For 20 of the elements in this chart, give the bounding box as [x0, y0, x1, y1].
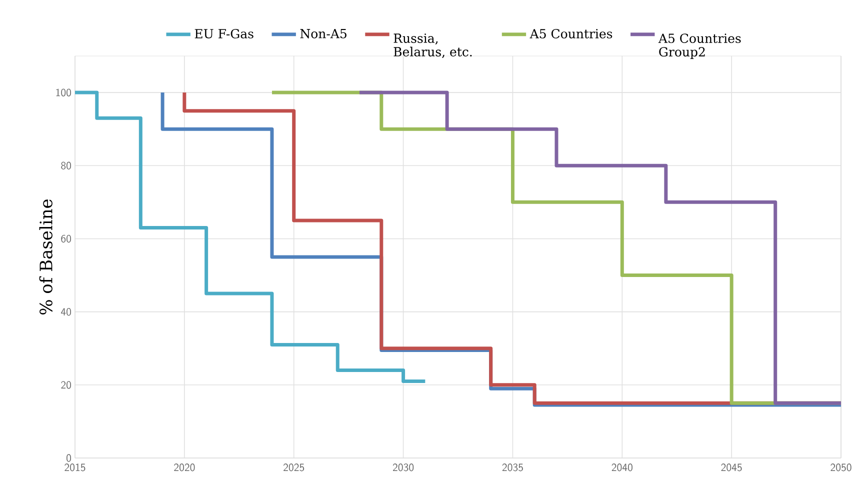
y-tick-label: 100: [56, 88, 71, 96]
x-tick-label: 2030: [392, 464, 414, 472]
legend-label: Russia, Belarus, etc.: [394, 34, 472, 58]
x-tick-label: 2035: [502, 464, 523, 472]
x-tick-label: 2050: [830, 464, 852, 472]
x-tick-label: 2025: [284, 464, 304, 472]
legend-label: Non-A5: [300, 29, 346, 38]
y-tick-label: 80: [61, 162, 71, 170]
x-tick-label: 2045: [721, 464, 742, 472]
legend-label: EU F-Gas: [194, 28, 254, 38]
legend-label: A5 Countries: [530, 28, 612, 38]
y-tick-label: 40: [60, 308, 71, 316]
y-axis-title: % of Baseline: [39, 199, 52, 314]
y-tick-label: 0: [66, 454, 71, 462]
x-tick-label: 2040: [612, 464, 632, 472]
x-tick-label: 2015: [64, 464, 86, 472]
y-tick-label: 20: [61, 381, 71, 389]
legend-label: A5 Countries Group2: [658, 34, 741, 59]
x-tick-label: 2020: [174, 464, 195, 472]
y-tick-label: 60: [61, 234, 71, 243]
